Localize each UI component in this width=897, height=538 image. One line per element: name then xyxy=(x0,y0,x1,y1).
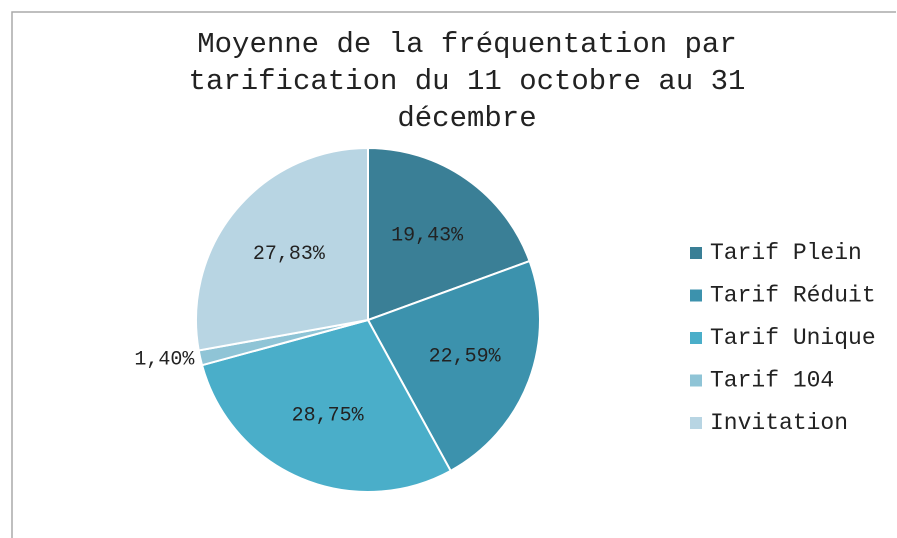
frame xyxy=(11,11,896,538)
pie-slice xyxy=(367,146,531,322)
legend-swatch xyxy=(690,374,702,387)
pie-slice xyxy=(200,318,453,493)
legend-label: Tarif Réduit xyxy=(710,283,876,309)
legend-swatch xyxy=(690,247,702,259)
data-label: 19,43% xyxy=(391,225,464,248)
data-label: 27,83% xyxy=(253,243,326,266)
data-label: 28,75% xyxy=(292,404,365,427)
legend-swatch xyxy=(690,417,702,429)
pie-slice xyxy=(195,146,369,352)
data-label: 1,40% xyxy=(134,348,195,371)
legend-label: Tarif Plein xyxy=(710,240,862,266)
legend-label: Invitation xyxy=(710,410,848,436)
pie-slice xyxy=(366,259,541,473)
legend-swatch xyxy=(690,289,702,302)
data-label: 22,59% xyxy=(429,346,502,369)
chart-title: Moyenne de la fréquentation par tarifica… xyxy=(188,28,746,135)
legend-label: Tarif Unique xyxy=(710,325,876,351)
legend-swatch xyxy=(690,332,702,344)
legend-label: Tarif 104 xyxy=(710,368,834,394)
